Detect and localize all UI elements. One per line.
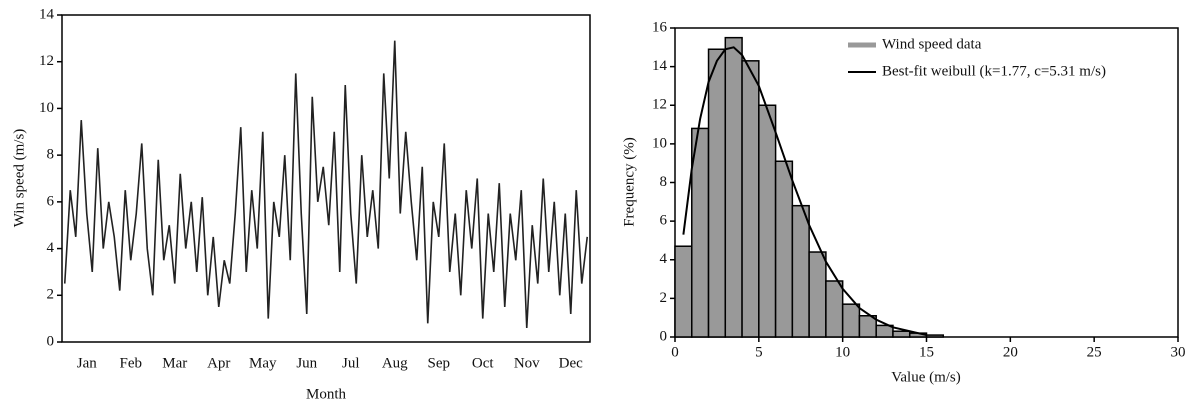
x-tick-label: 0 [671, 344, 679, 360]
histogram-bar [825, 280, 844, 338]
x-tick-label: Jul [342, 355, 360, 371]
y-axis-title: Frequency (%) [621, 137, 637, 227]
y-tick-label: 4 [47, 240, 55, 256]
y-tick-label: 14 [652, 58, 668, 74]
y-tick-label: 8 [47, 147, 55, 163]
y-tick-label: 12 [39, 53, 54, 69]
x-tick-label: Mar [162, 355, 187, 371]
y-axis-title: Win speed (m/s) [11, 129, 27, 228]
x-tick-label: 10 [835, 344, 850, 360]
x-tick-label: Feb [120, 355, 143, 371]
data-line [63, 40, 589, 329]
histogram-bar [925, 334, 945, 338]
histogram-bar [791, 204, 810, 338]
x-tick-label: 15 [919, 344, 934, 360]
histogram-bar [741, 60, 760, 338]
y-tick-label: 10 [39, 100, 54, 116]
x-tick-label: 20 [1003, 344, 1018, 360]
y-tick-label: 10 [652, 135, 667, 151]
x-tick-label: Aug [382, 355, 408, 371]
y-tick-label: 0 [660, 328, 668, 344]
histogram-bar [774, 160, 794, 338]
y-tick-label: 2 [660, 290, 668, 306]
y-tick-label: 14 [39, 6, 55, 22]
y-tick-label: 0 [47, 333, 55, 349]
y-tick-label: 6 [47, 193, 55, 209]
x-tick-label: Oct [472, 355, 494, 371]
histogram-bar [674, 245, 693, 338]
y-tick-label: 8 [660, 174, 668, 190]
x-tick-label: Sep [428, 355, 451, 371]
x-tick-label: Jun [296, 355, 317, 371]
histogram-bar [808, 251, 827, 338]
plot-frame [61, 14, 591, 343]
x-tick-label: 30 [1171, 344, 1186, 360]
x-tick-label: Dec [559, 355, 583, 371]
histogram-bar [758, 104, 777, 338]
legend-label: Best-fit weibull (k=1.77, c=5.31 m/s) [882, 63, 1106, 79]
fit-curve [682, 46, 927, 337]
x-axis-title: Month [306, 386, 347, 402]
x-tick-label: Nov [514, 355, 540, 371]
legend-label: Wind speed data [882, 36, 982, 52]
histogram-bar [707, 48, 727, 338]
x-tick-label: Apr [207, 355, 230, 371]
histogram-bar [841, 303, 861, 338]
x-axis-title: Value (m/s) [891, 369, 961, 385]
y-tick-label: 2 [47, 287, 55, 303]
histogram-bar [892, 330, 911, 338]
x-tick-label: 5 [755, 344, 763, 360]
y-tick-label: 6 [660, 213, 668, 229]
histogram-bar [724, 36, 743, 338]
x-tick-label: Jan [77, 355, 97, 371]
y-tick-label: 16 [652, 19, 668, 35]
y-tick-label: 4 [660, 251, 668, 267]
y-tick-label: 12 [652, 97, 667, 113]
x-tick-label: 25 [1087, 344, 1102, 360]
x-tick-label: May [249, 355, 277, 371]
